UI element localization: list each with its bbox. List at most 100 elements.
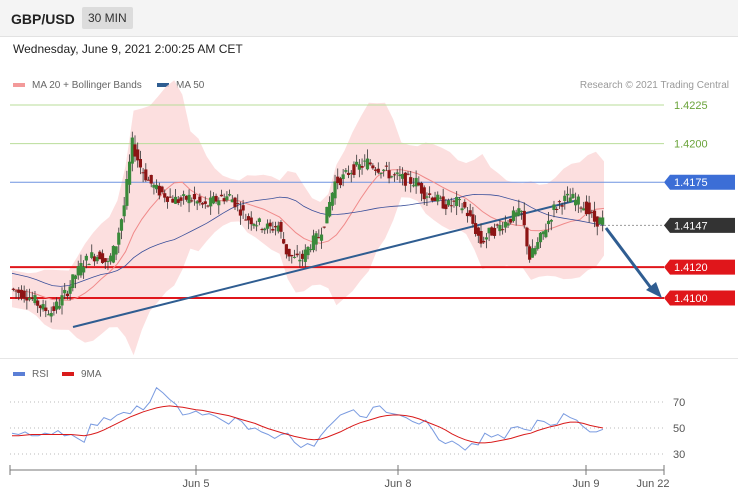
legend-item-ma20: MA 20 + Bollinger Bands (13, 80, 142, 91)
candle-body (222, 198, 226, 202)
candle-body (55, 301, 59, 310)
candle-body (552, 204, 556, 211)
rsi-panel: 70 50 30 (10, 386, 685, 461)
candle-body (544, 229, 548, 238)
candle-body (401, 173, 405, 179)
candle-body (300, 253, 305, 259)
forecast-arrow-head (646, 282, 662, 298)
candle-body (344, 170, 348, 172)
chart-header: GBP/USD 30 MIN (0, 0, 738, 37)
rsi-line (11, 386, 604, 451)
candle-body (411, 185, 416, 187)
candle-body (60, 295, 64, 306)
level-lines (10, 104, 666, 299)
candle-body (211, 196, 215, 204)
candle-body (444, 204, 448, 210)
candle-body (71, 274, 75, 289)
candle-body (225, 196, 229, 201)
candle-body (528, 246, 532, 260)
candle-body (579, 207, 583, 209)
candle-body (179, 197, 183, 201)
candle-body (382, 169, 386, 171)
candle-body (306, 246, 310, 256)
candle-body (309, 249, 313, 251)
candle-body (295, 253, 299, 256)
ma50-line (11, 193, 605, 287)
x-tick-label: Jun 22 (636, 478, 669, 490)
candle-body (111, 245, 115, 263)
candle-body (346, 172, 351, 175)
candle-body (492, 228, 497, 236)
candle-body (82, 266, 86, 273)
candle-body (25, 297, 29, 301)
candle-body (279, 221, 283, 232)
candle-body (200, 203, 205, 205)
candle-body (268, 222, 272, 227)
level-tag-1.4175 (664, 174, 735, 190)
candle-body (379, 173, 383, 175)
candle-body (465, 212, 470, 217)
candle-body (136, 149, 140, 161)
candle-body (100, 253, 105, 263)
candle-body (506, 223, 510, 226)
candle-body (209, 197, 213, 207)
candle-body (452, 200, 456, 202)
candle-body (538, 232, 543, 243)
candle-body (217, 200, 221, 206)
candle-body (76, 266, 80, 276)
candle-body (582, 208, 586, 211)
candle-body (73, 275, 78, 279)
candle-body (87, 264, 91, 266)
candle-body (390, 176, 394, 178)
candle-body (138, 159, 143, 168)
candle-body (311, 235, 316, 251)
candle-body (314, 233, 318, 245)
candle-body (501, 229, 505, 231)
candle-body (273, 226, 278, 228)
candle-body (290, 254, 294, 257)
candle-body (449, 205, 453, 207)
trendline-support (72, 200, 575, 328)
candle-body (333, 181, 337, 199)
candle-body (79, 262, 83, 276)
candle-body (149, 174, 153, 184)
candle-body (330, 192, 334, 206)
candle-body (317, 237, 321, 239)
candle-body (352, 164, 356, 175)
level-tag-1.4120 (664, 259, 735, 275)
candle-body (349, 172, 353, 174)
candle-body (173, 196, 178, 204)
candle-body (584, 201, 589, 215)
candle-body (409, 177, 413, 184)
candle-body (282, 239, 286, 244)
candle-body (52, 306, 56, 311)
candle-body (509, 218, 513, 223)
candle-body (406, 173, 410, 175)
candle-body (84, 255, 88, 261)
candle-body (241, 205, 245, 211)
candle-body (533, 248, 537, 255)
legend-label-9ma: 9MA (81, 369, 102, 380)
level-label-1.4225: 1.4225 (674, 100, 708, 112)
candle-body (414, 177, 418, 187)
candle-body (322, 226, 326, 228)
candle-body (563, 195, 567, 202)
candle-body (398, 174, 402, 177)
candle-body (546, 220, 551, 225)
candle-body (298, 259, 302, 262)
candle-body (446, 200, 451, 206)
candle-body (184, 195, 188, 200)
candle-body (219, 194, 224, 197)
candle-body (265, 223, 270, 229)
candle-body (106, 261, 110, 263)
level-label-1.4100: 1.4100 (674, 293, 708, 305)
candle-body (536, 242, 540, 249)
candle-body (228, 194, 232, 196)
candle-body (338, 178, 343, 186)
candle-body (30, 297, 34, 299)
level-tag-1.4100 (664, 290, 735, 306)
timeframe-badge[interactable]: 30 MIN (82, 7, 133, 29)
rsi-tick-50: 50 (673, 423, 685, 435)
candle-body (384, 165, 388, 167)
legend-swatch-rsi (13, 372, 25, 377)
